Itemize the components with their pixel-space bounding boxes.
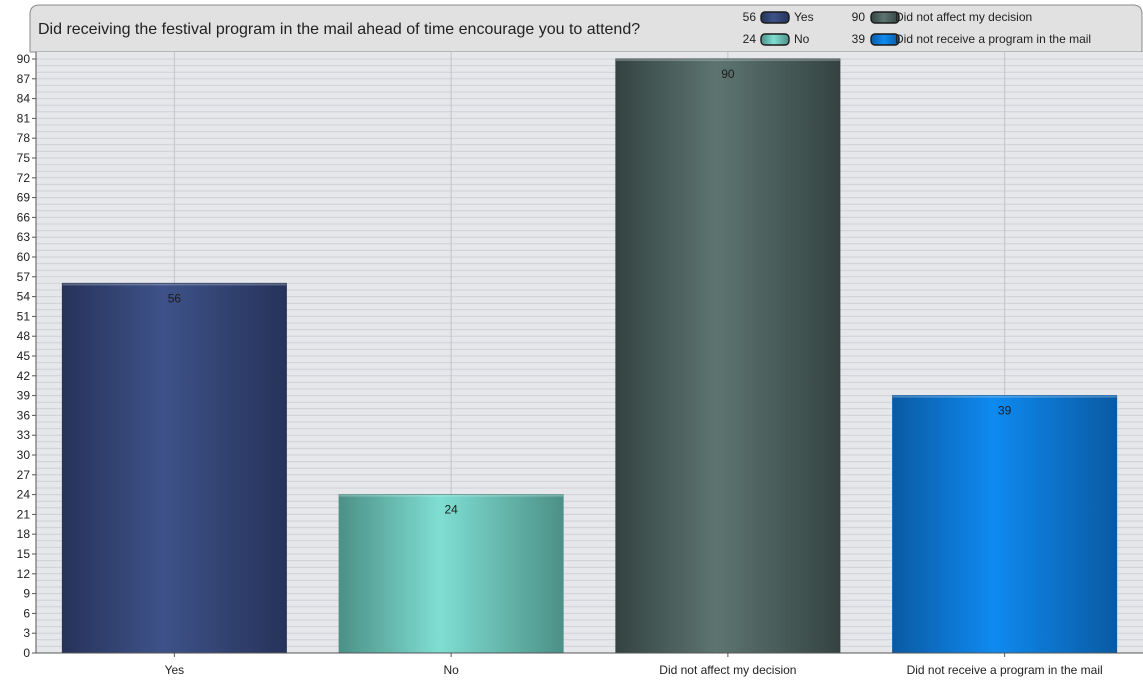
x-tick-label: Yes <box>165 663 185 677</box>
legend-count: 90 <box>852 10 866 24</box>
bar-highlight <box>62 283 287 286</box>
y-tick-label: 27 <box>17 468 31 482</box>
legend-count: 24 <box>743 32 757 46</box>
y-axis: 0369121518212427303336394245485154576063… <box>17 52 37 660</box>
legend-label: Yes <box>794 10 814 24</box>
y-tick-label: 63 <box>17 230 31 244</box>
legend-label: Did not affect my decision <box>895 10 1032 24</box>
y-tick-label: 30 <box>17 448 31 462</box>
legend: 56 Yes 24 No 90 Did not affect my decision 39 D… <box>743 10 1091 46</box>
y-tick-label: 12 <box>17 567 31 581</box>
y-tick-label: 24 <box>17 488 31 502</box>
legend-swatch <box>760 33 790 46</box>
bar-value-label: 56 <box>168 291 182 305</box>
y-tick-label: 51 <box>17 309 31 323</box>
x-axis: Yes No Did not affect my decision Did not r… <box>36 652 1143 677</box>
legend-swatch <box>870 33 900 46</box>
y-tick-label: 84 <box>17 92 31 106</box>
y-tick-label: 90 <box>17 52 31 66</box>
legend-count: 56 <box>743 10 757 24</box>
y-tick-label: 42 <box>17 369 31 383</box>
chart-title: Did receiving the festival program in th… <box>38 21 640 38</box>
bars: 56 24 90 39 <box>61 58 1118 654</box>
bar[interactable] <box>338 494 564 654</box>
title-box <box>29 4 1143 53</box>
y-tick-label: 66 <box>17 210 31 224</box>
legend-swatch <box>760 11 790 24</box>
bar-highlight <box>339 494 564 497</box>
y-tick-label: 6 <box>23 606 30 620</box>
legend-count: 39 <box>852 32 866 46</box>
y-tick-label: 60 <box>17 250 31 264</box>
bar[interactable] <box>61 282 287 654</box>
legend-swatch <box>870 11 900 24</box>
bar-value-label: 90 <box>721 67 735 81</box>
y-tick-label: 81 <box>17 111 31 125</box>
y-tick-label: 69 <box>17 191 31 205</box>
y-tick-label: 75 <box>17 151 31 165</box>
y-tick-label: 36 <box>17 408 31 422</box>
x-tick-label: Did not receive a program in the mail <box>907 663 1103 677</box>
bar-value-label: 24 <box>444 503 458 517</box>
y-tick-label: 78 <box>17 131 31 145</box>
x-tick-label: No <box>443 663 459 677</box>
y-tick-label: 33 <box>17 428 31 442</box>
bar[interactable] <box>892 395 1118 654</box>
y-tick-label: 48 <box>17 329 31 343</box>
y-tick-label: 72 <box>17 171 31 185</box>
y-tick-label: 3 <box>23 626 30 640</box>
y-tick-label: 39 <box>17 389 31 403</box>
y-tick-label: 0 <box>23 646 30 660</box>
y-tick-label: 21 <box>17 507 31 521</box>
y-tick-label: 15 <box>17 547 31 561</box>
legend-label: Did not receive a program in the mail <box>895 32 1091 46</box>
bar-highlight <box>892 395 1117 398</box>
legend-label: No <box>794 32 810 46</box>
x-tick-label: Did not affect my decision <box>659 663 796 677</box>
y-tick-label: 9 <box>23 587 30 601</box>
bar-value-label: 39 <box>998 404 1012 418</box>
y-tick-label: 18 <box>17 527 31 541</box>
y-tick-label: 57 <box>17 270 31 284</box>
y-tick-label: 87 <box>17 72 31 86</box>
y-tick-label: 45 <box>17 349 31 363</box>
bar[interactable] <box>615 58 841 654</box>
y-tick-label: 54 <box>17 290 31 304</box>
bar-highlight <box>615 59 840 61</box>
